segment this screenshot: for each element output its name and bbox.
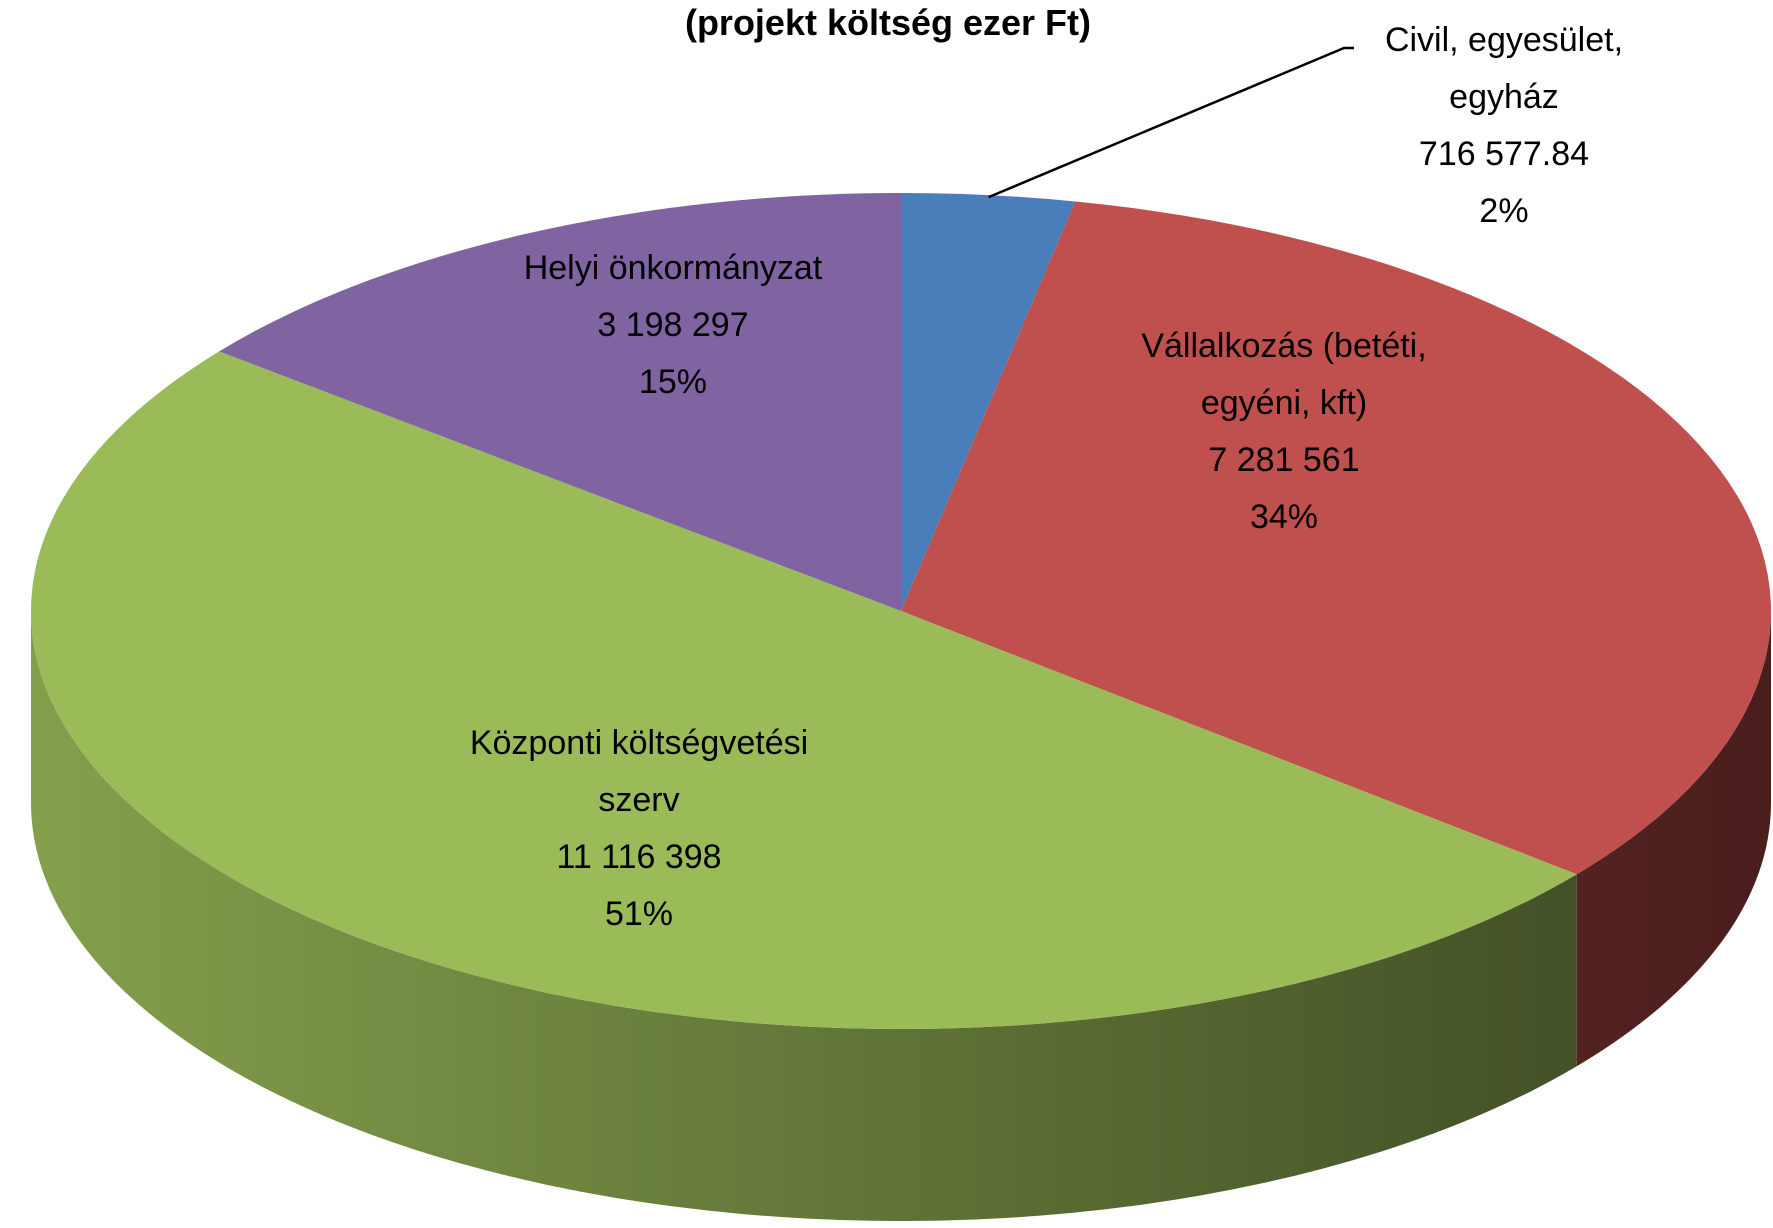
slice-percent: 15% — [638, 363, 708, 401]
slice — [901, 201, 1771, 875]
slice-side — [1576, 611, 1771, 1067]
slice — [31, 351, 1577, 1029]
slice-value: 716 577.84 — [1418, 135, 1590, 173]
slice-percent: 51% — [604, 895, 674, 933]
data-label: Vállalkozás (betéti, egyéni, kft) 7 281 5… — [1089, 318, 1479, 546]
data-label: Civil, egyesület, egyház 716 577.84 2% — [1339, 12, 1669, 240]
leader-line — [988, 46, 1354, 199]
slice-name: Helyi önkormányzat — [523, 249, 823, 287]
slice-name: Vállalkozás (betéti, egyéni, kft) — [1141, 327, 1427, 422]
slice-value: 7 281 561 — [1208, 441, 1360, 479]
data-label: Helyi önkormányzat 3 198 297 15% — [453, 240, 893, 411]
slice-value: 3 198 297 — [597, 306, 749, 344]
slice — [219, 193, 902, 611]
chart-title: (projekt költség ezer Ft) — [684, 2, 1092, 43]
slice-name: Központi költségvetési szerv — [469, 724, 809, 819]
slice-percent: 2% — [1479, 192, 1529, 230]
slice — [901, 193, 1076, 611]
slice-name: Civil, egyesület, egyház — [1384, 21, 1624, 116]
slice-side — [31, 611, 1577, 1221]
slice-value: 11 116 398 — [556, 838, 722, 876]
slice-percent: 34% — [1249, 498, 1319, 536]
data-label: Központi költségvetési szerv 11 116 398 51… — [449, 715, 829, 943]
